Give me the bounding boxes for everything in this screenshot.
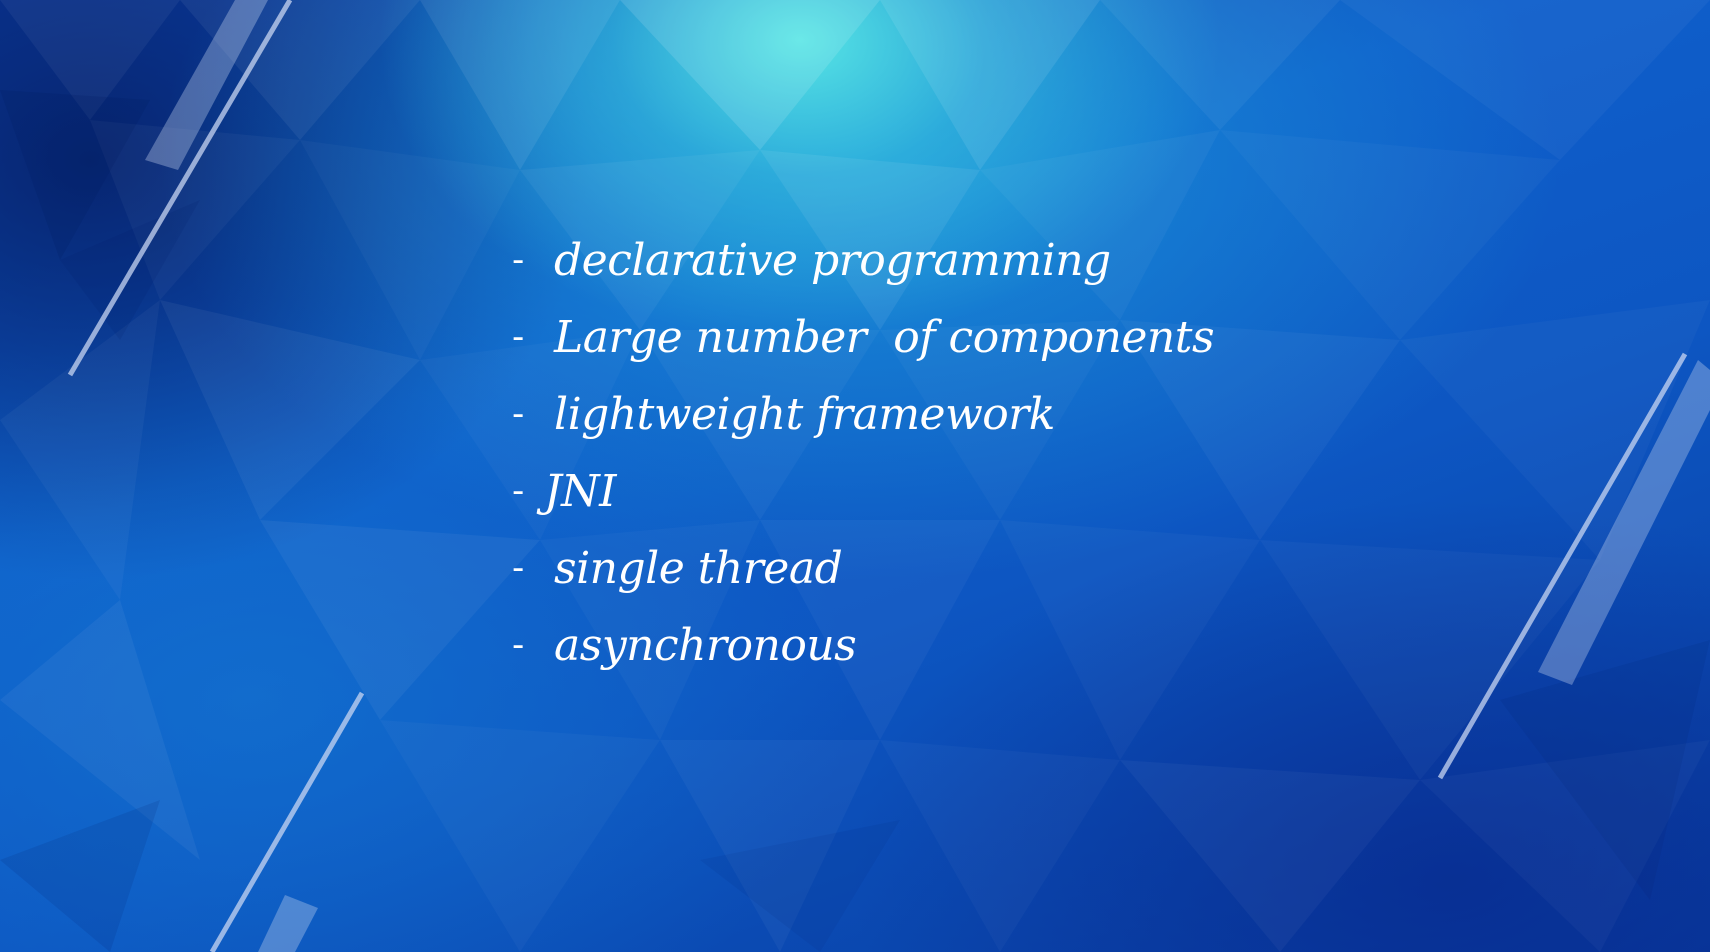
feature-bullet-list: - declarative programming - Large number…: [512, 222, 1215, 684]
bullet-item: - asynchronous: [512, 607, 1214, 684]
bullet-item: - Large number of components: [512, 299, 1215, 376]
bullet-text: single thread: [554, 543, 843, 594]
bullet-item: - single thread: [512, 530, 1214, 607]
bullet-text: JNI: [544, 466, 617, 517]
bullet-dash: -: [512, 317, 525, 357]
bullet-item: - lightweight framework: [512, 376, 1214, 453]
bullet-dash: -: [512, 625, 525, 665]
bullet-dash: -: [512, 394, 525, 434]
bullet-text: declarative programming: [554, 235, 1111, 286]
bullet-item: - JNI: [512, 453, 1214, 530]
bullet-text: asynchronous: [554, 620, 857, 671]
bullet-dash: -: [512, 548, 525, 588]
bullet-text: Large number of components: [554, 312, 1215, 363]
bullet-item: - declarative programming: [512, 222, 1214, 299]
bullet-dash: -: [512, 471, 525, 511]
bullet-text: lightweight framework: [554, 389, 1055, 440]
bullet-dash: -: [512, 240, 525, 280]
